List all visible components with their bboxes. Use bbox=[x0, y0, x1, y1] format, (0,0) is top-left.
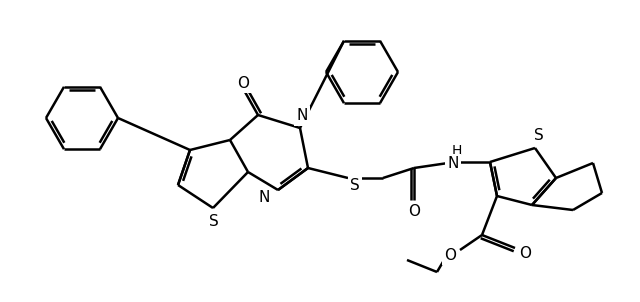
Text: N: N bbox=[447, 156, 459, 172]
Text: O: O bbox=[408, 204, 420, 219]
Text: S: S bbox=[350, 178, 360, 192]
Text: O: O bbox=[519, 246, 531, 261]
Text: N: N bbox=[296, 108, 308, 124]
Text: S: S bbox=[209, 214, 219, 229]
Text: S: S bbox=[534, 128, 544, 143]
Text: O: O bbox=[444, 248, 456, 262]
Text: O: O bbox=[237, 76, 249, 91]
Text: N: N bbox=[259, 191, 269, 205]
Text: H: H bbox=[452, 144, 462, 158]
